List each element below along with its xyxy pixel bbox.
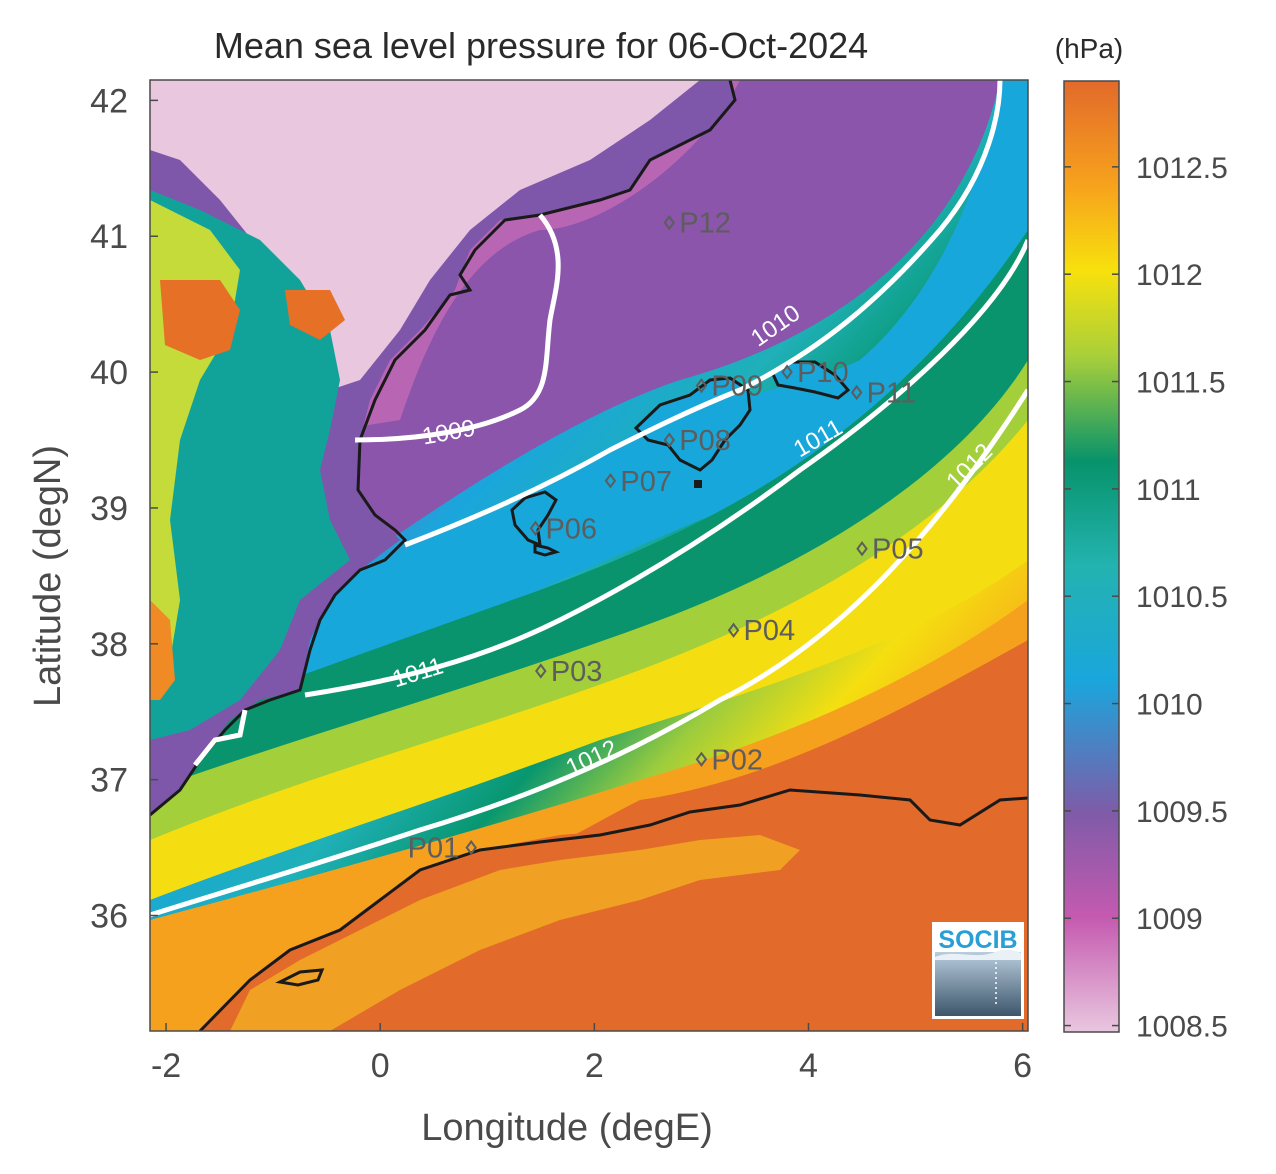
iberia-coastline [150,80,737,817]
station-label: P03 [551,656,603,688]
colorbar-tick-label: 1011 [1136,474,1201,507]
station-marker [856,541,868,557]
station-marker [465,839,477,856]
x-tick-label: 4 [799,1047,818,1085]
y-tick-label: 39 [90,490,128,528]
isobar-1009 [354,213,561,443]
y-tick-label: 41 [90,218,128,256]
station-marker [535,663,547,679]
y-tick-label: 40 [90,354,128,392]
colorbar-tick-label: 1010.5 [1136,581,1228,614]
iberia-west-orange-2 [150,600,175,700]
y-tick-label: 36 [90,898,128,936]
chart-title: Mean sea level pressure for 06-Oct-2024 [214,25,868,66]
station-marker [695,378,708,394]
y-tick-label: 37 [90,762,128,800]
y-tick-label: 42 [90,82,128,120]
colorbar-unit: (hPa) [1055,33,1123,64]
cabrera-island [694,480,702,488]
x-axis: -2 0 2 4 6 [151,1023,1032,1085]
x-axis-label: Longitude (degE) [421,1107,713,1149]
x-tick-label: 6 [1013,1047,1032,1085]
band-1011 [150,230,1028,810]
x-tick-label: 2 [585,1047,604,1085]
station-p06: P06 [529,513,597,545]
station-marker [604,473,617,489]
station-marker [781,364,793,380]
y-axis: 36 37 38 39 40 41 42 [90,82,158,936]
station-label: P09 [711,371,763,403]
africa-coastal-orange [230,835,800,1031]
station-marker [695,751,708,767]
ibiza-island [510,490,558,548]
station-label: P01 [408,833,460,865]
map-panel: 1009 1010 1011 1011 1012 1012 P01P02P03P… [150,80,1028,1031]
colorbar-tick-label: 1010 [1136,689,1203,722]
station-p11: P11 [850,377,916,409]
station-marker [529,520,542,536]
station-label: P07 [620,466,672,498]
y-axis-label: Latitude (degN) [27,445,69,707]
station-p03: P03 [535,656,603,688]
station-p09: P09 [695,371,763,403]
africa-lake [275,968,325,987]
colorbar-tick-label: 1009.5 [1136,796,1228,829]
station-marker [850,384,863,401]
station-label: P12 [679,208,731,240]
station-p07: P07 [604,466,672,498]
isobar-1011 [304,239,1028,698]
x-tick-label: -2 [151,1047,181,1085]
band-1011-5 [150,360,1028,840]
iberia-spot-orange [285,290,345,340]
mallorca-island [633,376,752,472]
station-marker [727,622,740,638]
station-label: P08 [679,425,731,457]
station-label: P05 [872,534,924,566]
station-marker [663,432,676,448]
isobar-1010 [404,80,1003,548]
colorbar-tick-label: 1012 [1136,259,1203,292]
formentera-island [533,543,561,557]
colorbar-tick-label: 1011.5 [1136,367,1226,400]
station-p02: P02 [695,744,763,776]
station-label: P10 [797,357,849,389]
x-tick-label: 0 [371,1047,390,1085]
colorbar-scale [1063,80,1120,1033]
station-marker [663,214,676,231]
station-p01: P01 [408,833,477,865]
station-p08: P08 [663,425,731,457]
band-1012 [150,420,1028,900]
isobar-1012 [150,388,1028,918]
y-tick-label: 38 [90,626,128,664]
station-label: P11 [867,377,916,409]
isobar-1011-west [193,709,248,767]
map-frame [149,79,1029,1032]
station-p05: P05 [856,534,924,566]
socib-logo-text: SOCIB [938,926,1017,954]
colorbar-tick-label: 1008.5 [1136,1011,1228,1044]
station-label: P02 [711,744,763,776]
socib-logo: SOCIB [932,922,1024,1019]
iberia-west-orange [160,280,240,360]
africa-coastline [198,788,1028,1031]
colorbar-tick-label: 1009 [1136,903,1203,936]
colorbar-ticks: 1008.5 1009 1009.5 1010 1010.5 1011 1011.5 1012… [1064,152,1228,1044]
station-p12: P12 [663,208,731,240]
colorbar: (hPa) 1008.5 1009 1009.5 1010 1010.5 1011 1011… [1055,33,1228,1044]
station-label: P06 [545,513,597,545]
colorbar-tick-label: 1012.5 [1136,152,1228,185]
station-p10: P10 [781,357,849,389]
band-1010 [150,80,1028,800]
station-p04: P04 [727,615,796,647]
socib-logo-wave [935,952,1021,1016]
station-label: P04 [744,615,796,647]
socib-logo-wave-crest [935,949,1021,960]
